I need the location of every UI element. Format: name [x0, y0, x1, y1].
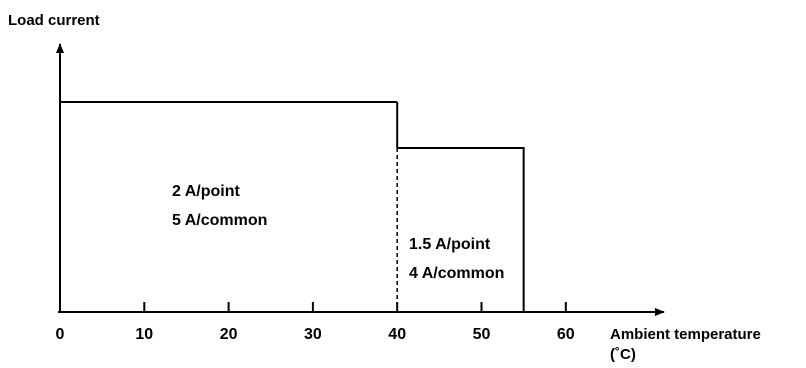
region-2-label: 1.5 A/point	[409, 236, 491, 253]
region-1-label: 2 A/point	[172, 183, 241, 200]
x-tick-label: 10	[135, 326, 153, 343]
region-2-outline	[397, 147, 525, 312]
y-axis-label: Load current	[8, 12, 100, 29]
region-labels: 2 A/point 5 A/common 1.5 A/point 4 A/common	[172, 183, 504, 282]
x-axis-label: Ambient temperature	[610, 326, 761, 343]
x-tick-label: 50	[473, 326, 491, 343]
x-tick-label: 60	[557, 326, 575, 343]
region-1-outline	[59, 101, 398, 312]
x-tick-label: 20	[220, 326, 238, 343]
x-tick-label: 0	[56, 326, 65, 343]
x-ticks: 0 10 20 30 40 50 60	[56, 302, 575, 343]
region-2-label: 4 A/common	[409, 265, 504, 282]
x-tick-label: 30	[304, 326, 322, 343]
x-axis-unit: (˚C)	[610, 346, 636, 363]
region-1-label: 5 A/common	[172, 212, 267, 229]
x-tick-label: 40	[388, 326, 406, 343]
derating-regions	[59, 101, 525, 312]
